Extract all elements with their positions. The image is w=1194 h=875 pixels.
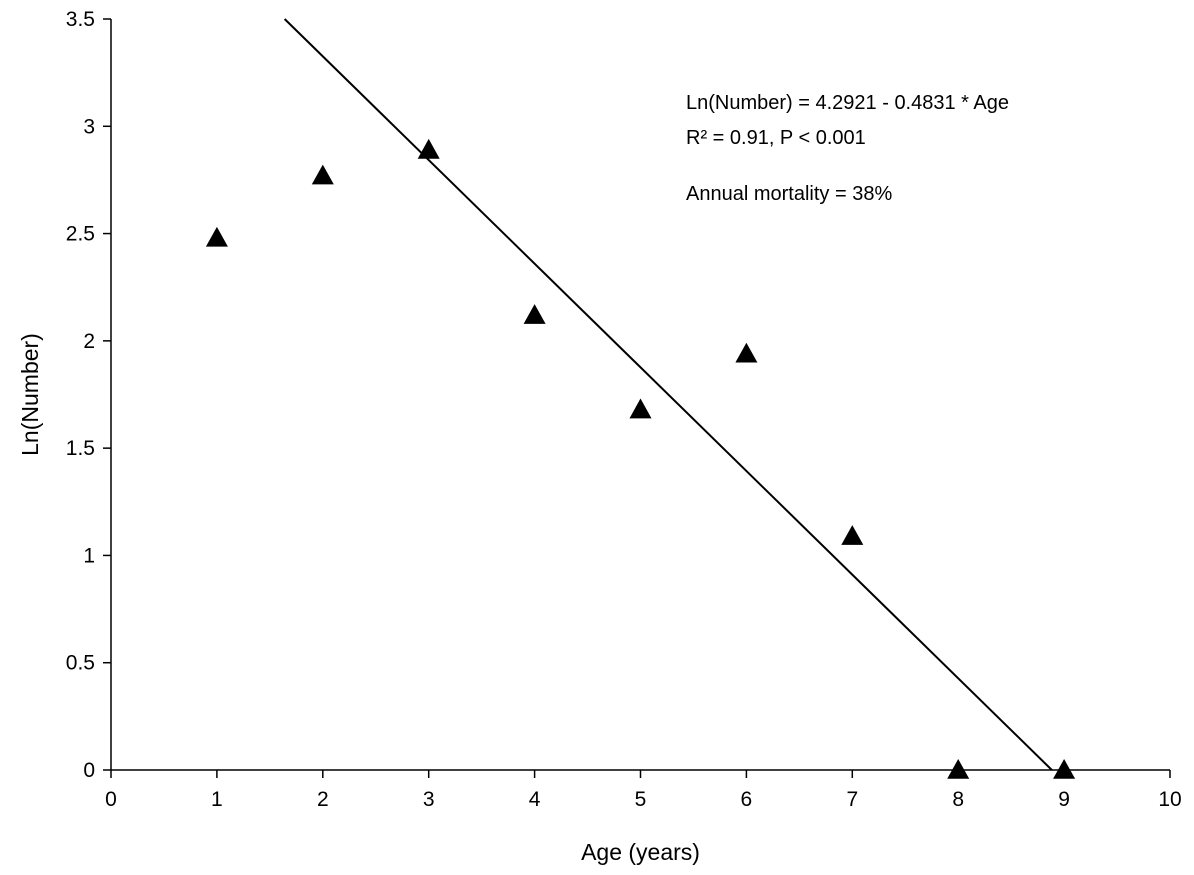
data-point (1053, 759, 1076, 779)
x-tick-label: 0 (105, 788, 117, 811)
regression-line-group (283, 18, 1053, 771)
y-tick-label: 3.5 (66, 8, 95, 31)
y-tick-label: 3 (83, 115, 95, 138)
data-point (841, 525, 864, 545)
x-tick-label: 2 (317, 788, 329, 811)
regression-line (283, 18, 1053, 771)
x-tick-label: 1 (211, 788, 223, 811)
y-tick-label: 2 (83, 330, 95, 353)
y-tick-label: 0.5 (66, 652, 95, 675)
data-point (735, 342, 758, 363)
x-tick-label: 9 (1058, 788, 1070, 811)
y-tick-label: 2.5 (66, 223, 95, 246)
data-point (629, 398, 652, 419)
x-tick-label: 5 (635, 788, 647, 811)
regression-equation: Ln(Number) = 4.2921 - 0.4831 * Age (686, 92, 1009, 114)
y-tick-label: 1.5 (66, 437, 95, 460)
plot-area: 0 1 2 3 4 5 6 7 8 9 10 0 0.5 1 1.5 2 2.5 3 3.5 (66, 8, 1182, 811)
data-point (523, 304, 546, 324)
data-points (205, 138, 1076, 779)
data-point (205, 226, 228, 247)
data-point (311, 164, 334, 185)
x-tick-label: 3 (423, 788, 435, 811)
mortality-note: Annual mortality = 38% (686, 183, 892, 205)
x-tick-label: 4 (529, 788, 541, 811)
y-tick-label: 1 (83, 544, 95, 567)
x-axis-title: Age (years) (581, 839, 700, 865)
x-axis-ticks: 0 1 2 3 4 5 6 7 8 9 10 (105, 770, 1182, 811)
x-tick-label: 7 (846, 788, 858, 811)
y-tick-label: 0 (83, 759, 95, 782)
y-axis-title: Ln(Number) (17, 333, 43, 456)
y-axis-ticks: 0 0.5 1 1.5 2 2.5 3 3.5 (66, 8, 111, 782)
data-point (417, 138, 440, 159)
x-tick-label: 10 (1158, 788, 1181, 811)
data-point (947, 759, 970, 779)
regression-stats: R² = 0.91, P < 0.001 (686, 127, 866, 149)
x-tick-label: 8 (952, 788, 964, 811)
x-tick-label: 6 (741, 788, 753, 811)
